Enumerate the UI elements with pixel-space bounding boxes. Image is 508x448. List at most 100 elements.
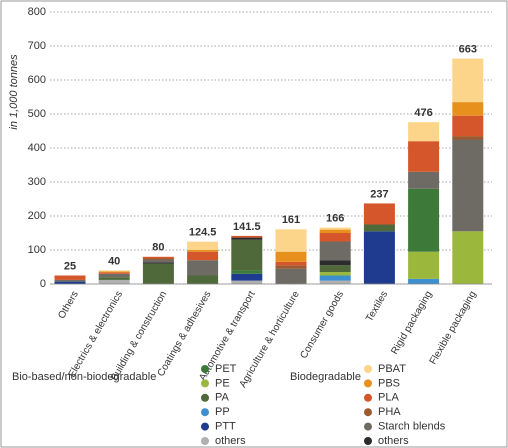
bar-segment [142,263,174,284]
y-tick-label: 700 [28,40,46,52]
legend-label: PA [215,392,230,404]
legend-marker [364,437,372,445]
bar-segment [98,273,130,278]
bar-segment [452,102,484,116]
bar-segment [231,235,263,238]
bar-segment [187,251,219,261]
legend-marker [201,365,209,373]
bar-segment [142,259,174,263]
bar-segment [275,268,307,284]
bar-segment [363,203,395,225]
y-tick-label: 0 [40,278,46,290]
y-tick-label: 100 [28,244,46,256]
bar-segment [98,271,130,273]
legend-marker [364,408,372,417]
bar-segment [54,279,86,282]
bar-segment [408,122,440,142]
legend-label: others [215,435,246,447]
legend-label: PBS [378,377,400,389]
total-label: 237 [370,188,388,200]
bar-segment [142,256,174,259]
bar-segment [319,233,351,242]
bar-segment [319,229,351,233]
bar-segment [275,265,307,269]
legend-group-title: Biodegradable [290,371,361,383]
y-tick-label: 200 [28,210,46,222]
bar-segment [408,278,440,284]
y-axis-label: in 1,000 tonnes [8,54,20,130]
total-label: 663 [459,43,477,55]
legend-label: PHA [378,406,401,418]
y-tick-label: 600 [28,74,46,86]
legend-marker [364,365,372,373]
bar-segment [408,171,440,189]
bar-segment [275,251,307,262]
bar-segment [452,115,484,137]
legend-label: PET [215,363,237,375]
bar-segment [98,279,130,284]
total-label: 166 [326,212,344,224]
bar-segment [98,270,130,272]
total-label: 161 [282,214,300,226]
y-tick-label: 300 [28,176,46,188]
legend-label: Starch blends [378,421,446,433]
bar-segment [231,280,263,284]
legend-marker [201,393,209,402]
y-tick-label: 800 [28,6,46,18]
bar-segment [319,227,351,230]
legend-marker [201,408,209,417]
total-label: 40 [108,255,120,267]
bar-segment [231,237,263,240]
bar-segment [98,277,130,280]
bar-segment [363,224,395,232]
legend-marker [201,379,209,388]
bar-segment [54,275,86,280]
legend-marker [364,379,372,388]
legend-marker [364,393,372,402]
bar-segment [142,258,174,260]
legend-group-title: Bio-based/non-biodegradable [12,371,156,383]
bar-segment [319,241,351,261]
bar-segment [187,250,219,252]
legend-label: PP [215,406,230,418]
total-label: 25 [64,260,76,272]
bar-segment [319,265,351,273]
bar-segment [98,272,130,274]
legend-label: PE [215,377,230,389]
total-label: 141.5 [233,221,261,233]
bar-segment [231,270,263,274]
bar-segment [231,239,263,271]
total-label: 80 [152,242,164,254]
bar-segment [452,136,484,140]
bar-segment [363,231,395,284]
bar-segment [408,251,440,279]
legend-marker [201,422,209,431]
bar-segment [187,260,219,276]
bar-segment [187,241,219,250]
bar-segment [142,262,174,264]
bar-segment [319,280,351,284]
bar-segment [187,275,219,284]
bar-segment [452,58,484,103]
legend-marker [201,437,209,445]
y-tick-label: 400 [28,142,46,154]
total-label: 124.5 [189,227,217,239]
bar-segment [275,261,307,266]
bar-segment [452,231,484,284]
bar-segment [54,281,86,284]
bar-segment [452,139,484,232]
bar-segment [319,275,351,281]
bar-segment [275,229,307,252]
bar-segment [408,188,440,252]
total-label: 476 [414,107,432,119]
bar-segment [231,273,263,281]
bar-segment [319,260,351,266]
y-tick-label: 500 [28,108,46,120]
legend-label: PLA [378,392,399,404]
bar-segment [408,141,440,172]
bar-segment [319,272,351,276]
legend-label: PBAT [378,363,406,375]
legend-label: others [378,435,409,447]
